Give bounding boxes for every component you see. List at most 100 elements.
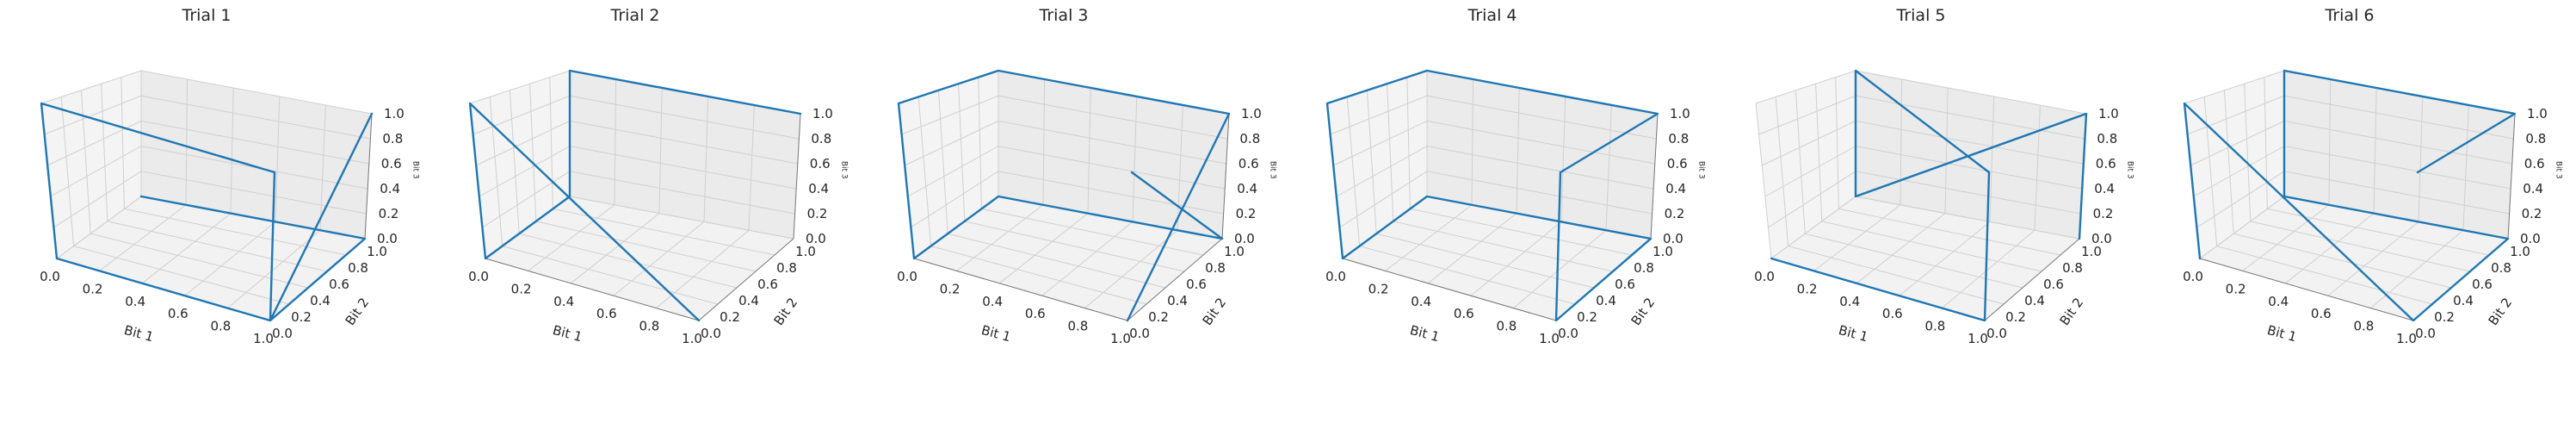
chart-panel-4: 0.00.20.40.60.81.00.00.20.40.60.81.00.00… — [1325, 6, 1705, 346]
y-tick-label: 0.2 — [2434, 309, 2455, 325]
side-pane — [470, 71, 570, 258]
z-tick-label: 0.0 — [2091, 231, 2112, 246]
y-axis-line — [1984, 238, 2080, 321]
y-tick-label: 0.6 — [2472, 277, 2493, 292]
x-axis-line — [913, 258, 1128, 321]
chart-title: Trial 2 — [610, 6, 660, 25]
y-tick-label: 0.0 — [1986, 326, 2007, 341]
back-pane — [998, 71, 1229, 239]
y-tick-label: 0.6 — [757, 277, 778, 292]
y-tick-label: 0.0 — [1129, 326, 1150, 341]
y-tick-label: 0.2 — [1148, 309, 1169, 325]
x-tick-label: 0.4 — [553, 294, 574, 309]
z-tick-label: 0.8 — [2525, 131, 2546, 146]
x-tick-label: 0.4 — [1411, 294, 1431, 309]
x-tick-label: 0.6 — [1454, 306, 1474, 321]
series-line — [897, 69, 1231, 322]
axes — [913, 113, 1230, 321]
z-tick-label: 1.0 — [384, 106, 405, 121]
x-tick-label: 0.4 — [125, 294, 145, 309]
x-tick-label: 0.2 — [1368, 281, 1389, 296]
x-tick-label: 0.2 — [2226, 281, 2246, 296]
x-tick-label: 0.6 — [596, 306, 617, 321]
series-line — [2183, 69, 2517, 322]
x-tick-label: 0.4 — [2268, 294, 2289, 309]
x-tick-label: 1.0 — [1110, 331, 1131, 346]
chart-panel-3: 0.00.20.40.60.81.00.00.20.40.60.81.00.00… — [897, 6, 1276, 346]
z-tick-label: 0.4 — [2094, 181, 2115, 196]
z-tick-label: 0.2 — [2093, 206, 2114, 221]
z-tick-label: 0.0 — [1234, 231, 1255, 246]
back-pane — [2284, 71, 2515, 239]
y-tick-label: 0.8 — [348, 260, 368, 276]
chart-title: Trial 5 — [1896, 6, 1946, 25]
x-tick-label: 0.2 — [1797, 281, 1818, 296]
z-tick-label: 0.8 — [1668, 131, 1689, 146]
tick-labels: 0.00.20.40.60.81.00.00.20.40.60.81.00.00… — [2183, 106, 2548, 346]
z-axis-line — [1650, 113, 1659, 240]
z-tick-label: 0.8 — [2097, 131, 2117, 146]
y-tick-label: 0.4 — [738, 293, 759, 308]
series-line — [468, 69, 802, 322]
chart-title: Trial 1 — [182, 6, 232, 25]
z-tick-label: 0.6 — [381, 156, 402, 171]
z-tick-label: 0.8 — [811, 131, 831, 146]
series-line — [1770, 69, 2088, 322]
y-tick-label: 1.0 — [367, 244, 387, 259]
series-line — [40, 102, 374, 322]
y-tick-label: 0.4 — [2453, 293, 2474, 308]
x-axis-line — [485, 258, 700, 321]
y-tick-label: 0.4 — [310, 293, 330, 308]
grid-line-y — [2203, 96, 2433, 305]
x-tick-label: 0.0 — [897, 269, 917, 284]
x-tick-label: 0.0 — [468, 269, 489, 284]
x-tick-label: 0.8 — [639, 319, 659, 334]
z-tick-label: 0.2 — [379, 206, 399, 221]
chart-title: Trial 6 — [2325, 6, 2375, 25]
tick-labels: 0.00.20.40.60.81.00.00.20.40.60.81.00.00… — [468, 106, 833, 346]
x-tick-label: 0.6 — [2311, 306, 2332, 321]
z-axis-label: Bit 3 — [2125, 161, 2134, 179]
x-tick-label: 0.8 — [2353, 319, 2374, 334]
y-tick-label: 0.8 — [776, 260, 797, 276]
y-tick-label: 0.0 — [701, 326, 721, 341]
side-pane — [1327, 71, 1427, 258]
grid-line-y — [60, 96, 290, 305]
side-pane — [1756, 71, 1856, 258]
y-tick-label: 0.2 — [720, 309, 740, 325]
chart-title: Trial 3 — [1039, 6, 1089, 25]
tick-labels: 0.00.20.40.60.81.00.00.20.40.60.81.00.00… — [1325, 106, 1690, 346]
x-tick-label: 1.0 — [2396, 331, 2417, 346]
y-tick-label: 0.2 — [2005, 309, 2026, 325]
z-axis-line — [2507, 113, 2516, 240]
tick-labels: 0.00.20.40.60.81.00.00.20.40.60.81.00.00… — [40, 106, 405, 346]
z-tick-label: 1.0 — [2098, 106, 2119, 121]
x-tick-label: 0.4 — [1839, 294, 1860, 309]
z-tick-label: 0.4 — [1237, 181, 1257, 196]
z-tick-label: 0.2 — [2522, 206, 2542, 221]
y-tick-label: 0.4 — [1596, 293, 1616, 308]
grid-line-y — [2264, 77, 2490, 256]
side-pane — [899, 71, 998, 258]
x-tick-label: 0.0 — [1325, 269, 1346, 284]
y-tick-label: 0.8 — [1205, 260, 1226, 276]
z-axis-label: Bit 3 — [2554, 161, 2562, 179]
grid-line-y — [2223, 90, 2452, 289]
x-tick-label: 0.8 — [210, 319, 231, 334]
z-tick-label: 0.4 — [380, 181, 400, 196]
y-tick-label: 0.2 — [291, 309, 312, 325]
x-tick-label: 1.0 — [682, 331, 702, 346]
z-axis-label: Bit 3 — [411, 161, 419, 179]
x-tick-label: 0.2 — [511, 281, 532, 296]
grid-line-y — [80, 90, 309, 289]
z-tick-label: 0.2 — [1665, 206, 1685, 221]
y-tick-label: 0.6 — [1615, 277, 1635, 292]
y-tick-label: 0.6 — [1186, 277, 1207, 292]
y-tick-label: 0.2 — [1577, 309, 1597, 325]
x-axis-line — [2199, 258, 2414, 321]
back-pane — [141, 71, 372, 239]
y-tick-label: 0.8 — [2491, 260, 2511, 276]
x-tick-label: 1.0 — [1968, 331, 1988, 346]
z-tick-label: 0.4 — [2523, 181, 2543, 196]
